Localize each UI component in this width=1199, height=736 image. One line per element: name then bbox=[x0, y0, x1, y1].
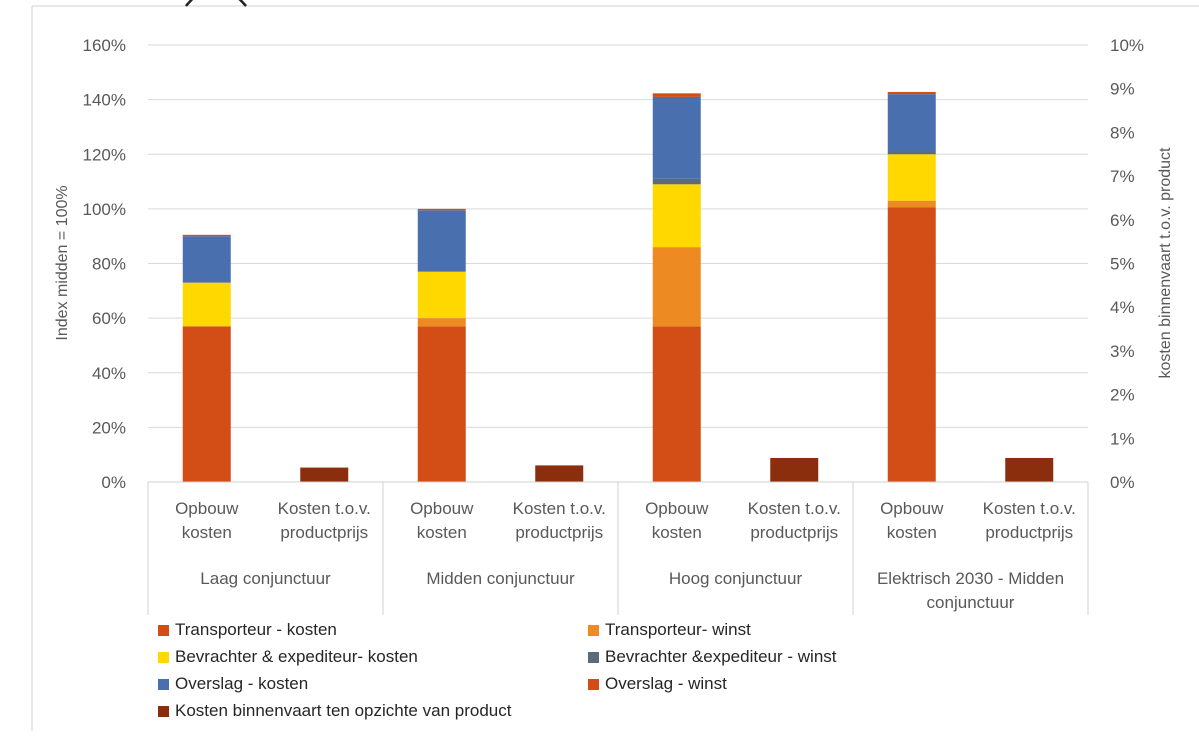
legend-label: Bevrachter & expediteur- kosten bbox=[175, 647, 418, 666]
category-label: Opbouw bbox=[645, 499, 709, 518]
bar-segment bbox=[887, 154, 936, 201]
y2-tick-label: 4% bbox=[1110, 298, 1135, 317]
bar-segment bbox=[652, 326, 701, 482]
legend-swatch bbox=[158, 624, 169, 636]
group-label: conjunctuur bbox=[927, 593, 1015, 612]
category-labels: Opbouw kosten Kosten t.o.v. productprijs Laa… bbox=[175, 499, 1076, 612]
category-label: kosten bbox=[887, 523, 937, 542]
bar-segment bbox=[887, 151, 936, 155]
category-label: kosten bbox=[652, 523, 702, 542]
group-label: Midden conjunctuur bbox=[426, 569, 575, 588]
legend-item: Kosten binnenvaart ten opzichte van prod… bbox=[158, 701, 511, 721]
y2-tick-label: 3% bbox=[1110, 342, 1135, 361]
y2-tick-label: 5% bbox=[1110, 255, 1135, 274]
legend-item: Overslag - kosten bbox=[158, 674, 308, 694]
category-label: productprijs bbox=[750, 523, 838, 542]
bar-segment bbox=[652, 184, 701, 248]
y-tick-label: 0% bbox=[101, 473, 126, 492]
legend-item: Bevrachter &expediteur - winst bbox=[588, 647, 837, 667]
legend-label: Transporteur - kosten bbox=[175, 620, 337, 639]
legend-swatch bbox=[588, 678, 599, 690]
group-label: Elektrisch 2030 - Midden bbox=[877, 569, 1064, 588]
bar-segment bbox=[417, 271, 466, 319]
legend-label: Overslag - winst bbox=[605, 674, 727, 693]
category-label: Opbouw bbox=[410, 499, 474, 518]
bar-segment bbox=[417, 208, 466, 211]
legend-item: Transporteur- winst bbox=[588, 620, 751, 640]
y2-axis-title: kosten binnenvaart t.o.v. product bbox=[1157, 147, 1174, 379]
cost-ratio-bar bbox=[770, 457, 819, 482]
bar-segment bbox=[417, 318, 466, 327]
cost-ratio-bar bbox=[1005, 457, 1054, 482]
bar-segment bbox=[182, 282, 231, 327]
bar-segment bbox=[182, 234, 231, 237]
legend-swatch bbox=[158, 678, 169, 690]
y2-tick-label: 6% bbox=[1110, 211, 1135, 230]
legend-item: Transporteur - kosten bbox=[158, 620, 337, 640]
y-tick-label: 120% bbox=[83, 145, 126, 164]
y-tick-label: 160% bbox=[83, 36, 126, 55]
legend-swatch bbox=[158, 705, 169, 717]
bar-segment bbox=[182, 326, 231, 482]
bar-segment bbox=[887, 91, 936, 95]
y2-tick-label: 1% bbox=[1110, 429, 1135, 448]
category-label: productprijs bbox=[515, 523, 603, 542]
bar-segment bbox=[887, 207, 936, 482]
category-label: Kosten t.o.v. bbox=[513, 499, 606, 518]
legend-label: Overslag - kosten bbox=[175, 674, 309, 693]
y2-tick-label: 0% bbox=[1110, 473, 1135, 492]
y-tick-label: 20% bbox=[92, 418, 126, 437]
y-tick-label: 40% bbox=[92, 364, 126, 383]
bar-segment bbox=[887, 200, 936, 208]
legend-swatch bbox=[588, 624, 599, 636]
y2-tick-label: 7% bbox=[1110, 167, 1135, 186]
category-label: Kosten t.o.v. bbox=[983, 499, 1076, 518]
bar-segment bbox=[652, 96, 701, 179]
y2-tick-label: 10% bbox=[1110, 36, 1144, 55]
legend-item: Bevrachter & expediteur- kosten bbox=[158, 647, 418, 667]
group-label: Laag conjunctuur bbox=[200, 569, 331, 588]
bar-segment bbox=[652, 247, 701, 327]
category-label: productprijs bbox=[280, 523, 368, 542]
bar-segment bbox=[652, 93, 701, 97]
category-label: kosten bbox=[417, 523, 467, 542]
legend-label: Bevrachter &expediteur - winst bbox=[605, 647, 837, 666]
y-tick-label: 100% bbox=[83, 200, 126, 219]
bar-segment bbox=[417, 326, 466, 482]
y2-tick-label: 8% bbox=[1110, 123, 1135, 142]
cropped-circle-shape bbox=[185, 0, 247, 7]
legend-item: Overslag - winst bbox=[588, 674, 727, 694]
category-label: Opbouw bbox=[880, 499, 944, 518]
cost-ratio-bar bbox=[535, 465, 584, 482]
bar-segment bbox=[417, 210, 466, 272]
category-label: kosten bbox=[182, 523, 232, 542]
y-axis-title: Index midden = 100% bbox=[54, 185, 71, 340]
y2-tick-label: 9% bbox=[1110, 80, 1135, 99]
group-label: Hoog conjunctuur bbox=[669, 569, 803, 588]
legend-label: Transporteur- winst bbox=[605, 620, 751, 639]
bar-segment bbox=[182, 236, 231, 283]
y2-tick-label: 2% bbox=[1110, 386, 1135, 405]
category-label: Kosten t.o.v. bbox=[748, 499, 841, 518]
y-tick-label: 60% bbox=[92, 309, 126, 328]
legend-swatch bbox=[588, 651, 599, 663]
gridlines bbox=[148, 44, 1088, 483]
bars bbox=[182, 91, 1054, 482]
legend-label: Kosten binnenvaart ten opzichte van prod… bbox=[175, 701, 512, 720]
axes: 0% 20% 40% 60% 80% 100% 120% 140% 160% 0% 1% 2% 3% 4%… bbox=[31, 0, 1199, 731]
category-label: Kosten t.o.v. bbox=[278, 499, 371, 518]
bar-segment bbox=[652, 178, 701, 185]
bar-segment bbox=[887, 94, 936, 152]
y-tick-label: 80% bbox=[92, 255, 126, 274]
cost-ratio-bar bbox=[300, 467, 349, 482]
category-label: Opbouw bbox=[175, 499, 239, 518]
y-tick-label: 140% bbox=[83, 91, 126, 110]
category-label: productprijs bbox=[985, 523, 1073, 542]
legend-swatch bbox=[158, 651, 169, 663]
